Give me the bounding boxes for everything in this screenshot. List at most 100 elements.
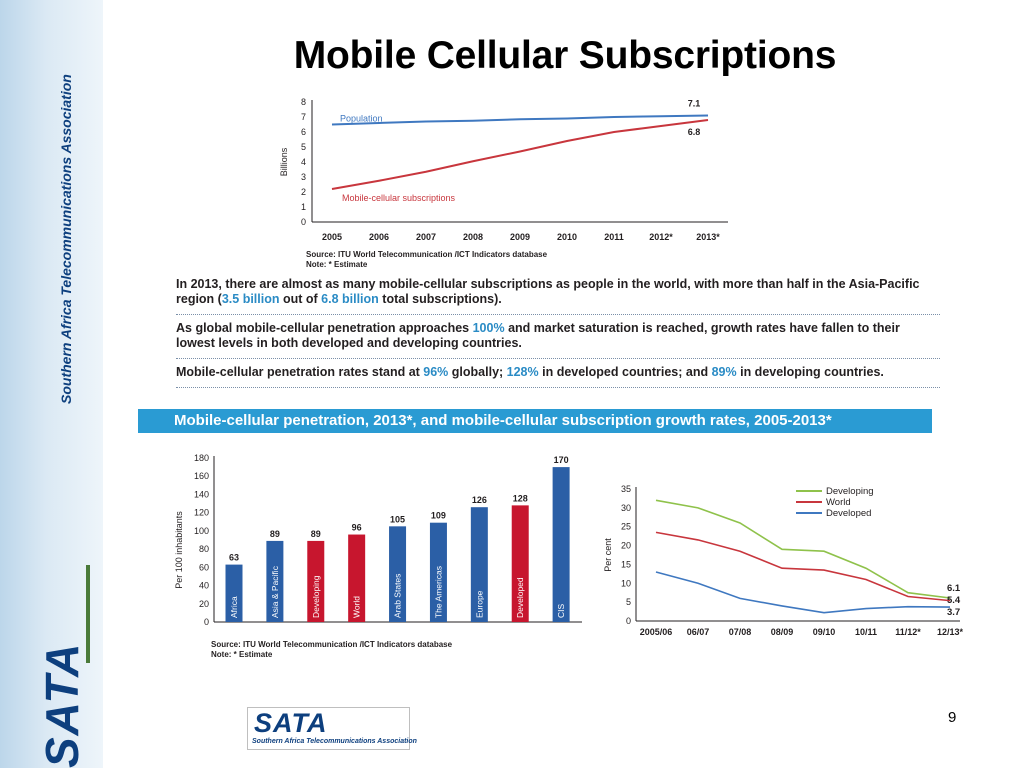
x-tick-label: 2013* — [696, 232, 720, 242]
x-tick-label: 2009 — [510, 232, 530, 242]
legend-label: Developing — [826, 486, 874, 497]
bottom-note-line: Note: * Estimate — [211, 650, 273, 659]
end-value-label: 6.1 — [947, 583, 961, 594]
y-tick-label: 4 — [301, 157, 306, 167]
y-tick-label: 10 — [621, 578, 631, 588]
y-tick-label: 160 — [194, 471, 209, 481]
growth-rate-chart: 0 5 10 15 20 25 30 35 2005/06 06/07 07/08 08/09 09/1… — [603, 484, 964, 637]
x-tick-label: 2008 — [463, 232, 483, 242]
series-line-0 — [331, 114, 709, 126]
series-line-2 — [655, 571, 951, 614]
end-value-label: 7.1 — [688, 99, 701, 109]
footer-logo-word: SATA — [254, 708, 328, 738]
y-tick-label: 60 — [199, 562, 209, 572]
fact-text: Mobile-cellular penetration rates stand … — [176, 365, 424, 379]
sidebar-band: Southern Africa Telecommunications Assoc… — [0, 0, 103, 768]
bar-value-label: 89 — [311, 529, 321, 539]
sidebar-logo-text: SATA — [36, 641, 88, 768]
organization-tagline: Southern Africa Telecommunications Assoc… — [58, 74, 74, 404]
y-tick-label: 100 — [194, 526, 209, 536]
y-tick-label: 35 — [621, 484, 631, 494]
series-label: Population — [340, 114, 383, 124]
bar-category-label: Africa — [229, 596, 239, 618]
bar-value-label: 63 — [229, 553, 239, 563]
fact-divider — [176, 387, 940, 388]
bar-category-label: World — [352, 596, 362, 618]
fact-text: in developing countries. — [736, 365, 884, 379]
highlighted-figure: 96% — [423, 365, 449, 379]
y-tick-label: 1 — [301, 202, 306, 212]
bar — [266, 540, 284, 622]
y-tick-label: 30 — [621, 503, 631, 513]
sidebar-accent-bar — [86, 565, 90, 663]
bar-value-label: 128 — [513, 493, 528, 503]
y-tick-label: 140 — [194, 489, 209, 499]
series-label: Mobile-cellular subscriptions — [342, 193, 456, 203]
x-tick-label: 2005/06 — [640, 627, 673, 637]
y-tick-label: 5 — [301, 142, 306, 152]
fact-text: total subscriptions). — [378, 292, 502, 306]
fact-text: in developed countries; and — [538, 365, 712, 379]
bar — [389, 526, 407, 622]
bar-value-label: 170 — [554, 455, 569, 465]
x-tick-label: 2006 — [369, 232, 389, 242]
slide-title: Mobile Cellular Subscriptions — [293, 34, 837, 77]
fact-1: In 2013, there are almost as many mobile… — [176, 277, 940, 314]
fact-text: globally; — [448, 365, 507, 379]
x-tick-label: 2012* — [649, 232, 673, 242]
y-tick-label: 15 — [621, 559, 631, 569]
bar-category-label: Asia & Pacific — [270, 565, 280, 618]
highlighted-figure: 128% — [506, 365, 539, 379]
bar-category-label: The Americas — [433, 566, 443, 618]
bar — [307, 540, 325, 622]
fact-text: In 2013, there are almost as many mobile… — [176, 277, 920, 306]
penetration-bar-chart: 0 20 40 60 80 100 120 140 160 180 Per 100 inhabita… — [174, 453, 582, 627]
y-tick-label: 20 — [621, 541, 631, 551]
bar — [429, 522, 447, 622]
fact-text: As global mobile-cellular penetration ap… — [176, 321, 473, 335]
end-value-label: 6.8 — [688, 127, 701, 137]
bar — [552, 467, 570, 622]
fact-text: and market saturation is reached, growth… — [176, 321, 900, 350]
section-banner: Mobile-cellular penetration, 2013*, and … — [138, 409, 932, 433]
y-axis-title: Billions — [279, 147, 289, 176]
y-tick-label: 8 — [301, 97, 306, 107]
x-tick-label: 2010 — [557, 232, 577, 242]
fact-divider — [176, 314, 940, 315]
bar-value-label: 89 — [270, 529, 280, 539]
bottom-source-line: Source: ITU World Telecommunication /ICT… — [211, 640, 453, 649]
key-facts: In 2013, there are almost as many mobile… — [176, 277, 940, 394]
y-tick-label: 80 — [199, 544, 209, 554]
fact-3: Mobile-cellular penetration rates stand … — [176, 365, 940, 387]
y-tick-label: 6 — [301, 127, 306, 137]
fact-text: out of — [279, 292, 322, 306]
y-tick-label: 7 — [301, 112, 306, 122]
bar-category-label: CIS — [556, 604, 566, 619]
y-tick-label: 40 — [199, 581, 209, 591]
page-number: 9 — [948, 709, 957, 726]
bar-value-label: 96 — [352, 523, 362, 533]
y-tick-label: 120 — [194, 508, 209, 518]
bar — [470, 507, 488, 622]
footer-logo-subtitle: Southern Africa Telecommunications Assoc… — [252, 738, 417, 745]
series-line-1 — [655, 531, 951, 602]
bar — [225, 564, 243, 622]
population-subscriptions-chart: 0 1 2 3 4 5 6 7 8 2005 2006 2007 2008 2009 2010 2011 201… — [279, 97, 728, 242]
x-tick-label: 12/13* — [937, 627, 964, 637]
highlighted-figure: 100% — [472, 321, 505, 335]
bar-value-label: 109 — [431, 511, 446, 521]
highlighted-figure: 3.5 billion — [221, 292, 280, 306]
y-tick-label: 3 — [301, 172, 306, 182]
bar — [511, 505, 529, 622]
end-value-label: 5.4 — [947, 595, 961, 606]
y-tick-label: 0 — [204, 617, 209, 627]
y-tick-label: 20 — [199, 599, 209, 609]
x-tick-label: 2011 — [604, 232, 624, 242]
x-tick-label: 2007 — [416, 232, 436, 242]
x-tick-label: 11/12* — [895, 627, 921, 637]
bar — [348, 534, 366, 622]
sidebar-logo: SATA — [36, 641, 88, 768]
x-tick-label: 09/10 — [813, 627, 836, 637]
bar-value-label: 105 — [390, 514, 405, 524]
bar-category-label: Arab States — [393, 574, 403, 618]
